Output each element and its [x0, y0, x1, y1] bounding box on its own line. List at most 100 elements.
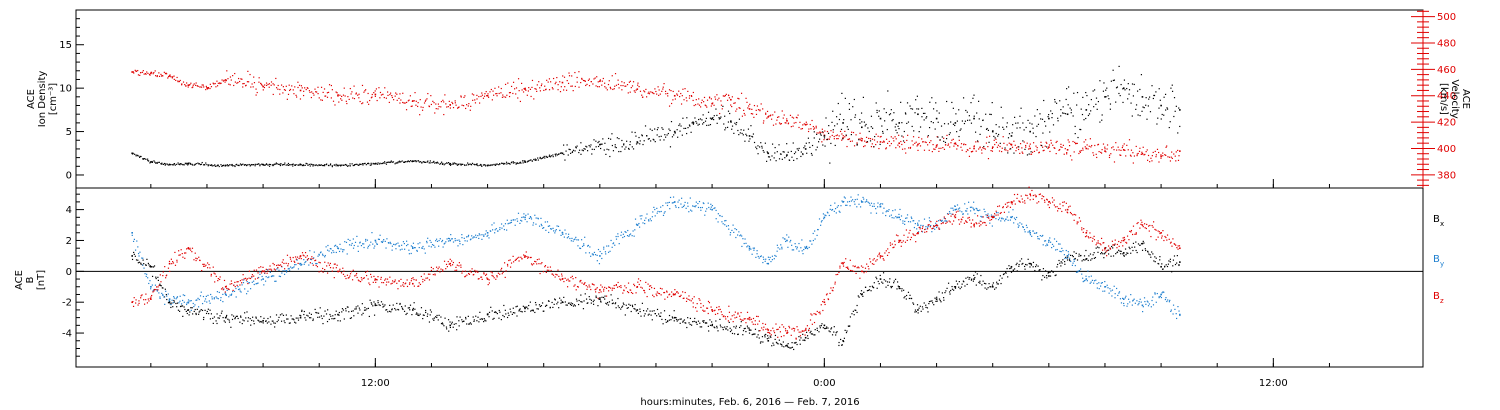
velocity-sample [512, 81, 515, 83]
by-sample [259, 273, 261, 276]
bz-sample [255, 269, 258, 271]
density-sample [791, 156, 793, 158]
bx-sample [1059, 262, 1061, 264]
by-sample [310, 258, 313, 261]
bx-sample [494, 311, 497, 313]
velocity-sample [919, 145, 922, 147]
by-sample [338, 250, 341, 253]
density-sample [742, 134, 744, 136]
density-sample [474, 164, 476, 166]
velocity-sample [326, 96, 329, 98]
by-sample [757, 255, 759, 258]
bx-sample [172, 306, 174, 308]
velocity-sample [621, 81, 623, 83]
by-sample [483, 234, 485, 236]
velocity-sample [700, 102, 703, 104]
by-sample [834, 208, 837, 210]
velocity-sample [979, 146, 981, 148]
by-sample [1037, 238, 1039, 240]
by-sample [990, 214, 993, 216]
by-sample [1158, 296, 1160, 298]
velocity-sample [427, 92, 429, 95]
density-sample [263, 164, 265, 166]
bx-sample [202, 318, 205, 321]
density-sample [597, 141, 599, 144]
bx-sample [645, 310, 648, 312]
bz-sample [196, 258, 198, 260]
velocity-sample [355, 93, 357, 95]
velocity-sample [977, 141, 979, 143]
density-sample [580, 153, 582, 155]
by-sample [1134, 302, 1136, 304]
bx-sample [776, 342, 778, 344]
velocity-sample [256, 91, 258, 94]
density-sample [1034, 115, 1036, 117]
bz-sample [309, 262, 312, 264]
bx-sample [950, 289, 952, 292]
density-sample [987, 129, 990, 131]
density-sample [1041, 118, 1044, 120]
bx-sample [987, 287, 989, 289]
velocity-sample [1010, 144, 1013, 146]
bx-sample [581, 301, 583, 303]
bx-sample [373, 301, 375, 303]
by-sample [794, 243, 796, 245]
bx-sample [228, 321, 231, 323]
density-sample [155, 162, 158, 164]
velocity-sample [973, 145, 975, 147]
density-sample [743, 129, 745, 131]
by-sample [447, 237, 450, 239]
density-sample [1140, 74, 1143, 76]
bz-sample [329, 262, 331, 265]
velocity-sample [717, 99, 719, 101]
bx-sample [185, 310, 187, 313]
bx-sample [265, 320, 267, 322]
bz-sample [263, 270, 266, 272]
velocity-sample [1100, 151, 1102, 153]
velocity-sample [687, 90, 689, 93]
by-sample [657, 210, 659, 213]
bx-sample [920, 310, 922, 312]
density-sample [631, 146, 633, 148]
velocity-sample [358, 97, 360, 99]
bx-sample [182, 315, 184, 317]
velocity-sample [521, 82, 523, 84]
velocity-sample [706, 106, 708, 108]
velocity-sample [1084, 146, 1086, 148]
velocity-sample [184, 83, 186, 86]
bz-sample [209, 267, 211, 269]
bx-sample [553, 303, 555, 305]
density-sample [225, 164, 227, 166]
density-sample [695, 120, 697, 123]
bx-sample [888, 281, 891, 283]
bx-sample [1165, 264, 1167, 266]
bx-sample [1140, 243, 1143, 245]
density-sample [915, 99, 917, 101]
velocity-sample [621, 89, 623, 91]
by-sample [952, 209, 954, 211]
velocity-sample [421, 109, 424, 111]
bx-sample [409, 309, 411, 311]
by-sample [833, 210, 835, 212]
velocity-sample [1006, 144, 1008, 146]
density-sample [1105, 96, 1107, 98]
velocity-sample [770, 114, 772, 116]
bx-sample [560, 302, 562, 304]
bx-sample [862, 295, 864, 297]
by-sample [346, 253, 348, 255]
density-sample [766, 160, 768, 162]
density-sample [800, 151, 802, 153]
by-point [1122, 298, 1125, 300]
bx-sample [912, 302, 914, 304]
by-sample [589, 246, 591, 248]
bx-sample [261, 321, 263, 323]
density-sample [180, 163, 183, 165]
bx-sample [206, 310, 208, 313]
bx-sample [953, 286, 956, 288]
bz-sample [232, 289, 234, 292]
bx-sample [1120, 250, 1122, 252]
density-sample [329, 163, 332, 165]
by-point [224, 293, 227, 296]
by-sample [1176, 317, 1178, 320]
by-sample [202, 295, 205, 298]
